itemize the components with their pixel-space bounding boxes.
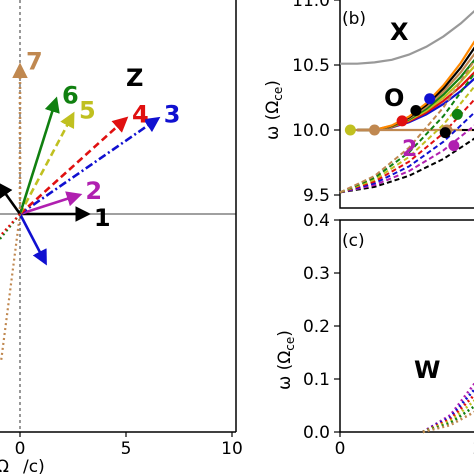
vector-back-2 — [0, 213, 21, 238]
w-branch-curve-5 — [422, 410, 474, 434]
y-tick-label: 0.2 — [303, 317, 330, 337]
vector-label-5: 5 — [79, 96, 96, 124]
vector-label-4: 4 — [132, 101, 149, 129]
panel-b-frame — [339, 0, 474, 209]
x-tick-label: 2 — [473, 439, 474, 459]
label-o: O — [384, 84, 404, 112]
vector-label-2: 2 — [85, 177, 102, 205]
marker-8 — [439, 127, 451, 139]
lower-dashed-curve-1 — [339, 124, 474, 194]
panel-c-frame — [339, 219, 474, 433]
vector-o — [0, 181, 22, 215]
label-x: X — [390, 18, 409, 46]
lower-dashed-curve-0 — [339, 137, 474, 194]
panel-c-lines — [422, 382, 474, 434]
marker-4 — [424, 93, 436, 105]
panel-c-ylabel: ω (Ωce) — [275, 330, 297, 390]
label-2: 2 — [402, 137, 417, 162]
panel-c-ticks: 0.0 0.1 0.2 0.3 0.4 0 2 — [303, 211, 474, 459]
lower-dashed-curve-6 — [339, 59, 474, 194]
marker-7 — [448, 140, 460, 152]
y-tick-label: 0.1 — [303, 370, 330, 390]
panel-b-tag: (b) — [342, 9, 366, 29]
vector-3 — [19, 116, 161, 216]
panel-c-tag: (c) — [342, 231, 365, 251]
x-tick-label: 10 — [221, 439, 243, 459]
marker-2 — [396, 115, 408, 127]
marker-0 — [344, 124, 356, 136]
o-branch-curve-0 — [357, 77, 474, 132]
x-tick-label: 0 — [335, 439, 346, 459]
y-tick-label: 9.5 — [303, 186, 330, 206]
x-tick-label: 5 — [121, 439, 132, 459]
vector-label-3: 3 — [164, 101, 181, 129]
panel-a-xlabel: Ω/c) — [0, 457, 45, 474]
vector-6 — [18, 96, 60, 215]
y-tick-label: 11.0 — [292, 0, 330, 11]
marker-1 — [369, 124, 380, 136]
vector-2 — [19, 191, 83, 216]
panel-c: 0.0 0.1 0.2 0.3 0.4 0 2 (c) W ω (Ωce) — [275, 211, 474, 459]
vector-label-1: 1 — [94, 204, 111, 232]
marker-6 — [451, 108, 463, 120]
lower-dashed-curve-4 — [339, 85, 474, 194]
y-tick-label: 0.3 — [303, 264, 330, 284]
y-tick-label: 10.0 — [292, 121, 330, 141]
vector-5 — [18, 111, 75, 215]
panel-b-markers — [344, 93, 463, 152]
w-branch-curve-2 — [422, 393, 474, 434]
x-branch-curve — [340, 9, 474, 65]
lower-dashed-curve-2 — [339, 111, 474, 194]
vector-label-7: 7 — [26, 48, 43, 76]
panel-b: 9.5 10.0 10.5 11.0 (b) X O 2 ω (Ωce) — [263, 0, 474, 209]
label-z: Z — [126, 64, 143, 92]
lower-dashed-curve-3 — [339, 98, 474, 194]
y-tick-label: 0.4 — [303, 211, 330, 231]
vector-label-6: 6 — [62, 82, 79, 110]
panel-a-vectors — [0, 62, 161, 363]
vector-unlabeled-8 — [18, 213, 47, 266]
label-w: W — [414, 356, 440, 384]
panel-a-labels: 1234567O — [26, 48, 181, 232]
panel-b-ticks: 9.5 10.0 10.5 11.0 — [292, 0, 340, 206]
y-tick-label: 10.5 — [292, 56, 330, 76]
lower-dashed-curve-5 — [339, 72, 474, 194]
w-branch-curve-3 — [422, 399, 474, 434]
x-tick-label: 0 — [15, 439, 26, 459]
vector-4 — [19, 116, 129, 215]
panel-a-ticks: 0 5 10 — [15, 432, 243, 459]
vector-back-0 — [0, 213, 22, 363]
marker-3 — [410, 105, 422, 116]
y-tick-label: 0.0 — [303, 423, 330, 443]
panel-b-ylabel: ω (Ωce) — [263, 80, 285, 140]
